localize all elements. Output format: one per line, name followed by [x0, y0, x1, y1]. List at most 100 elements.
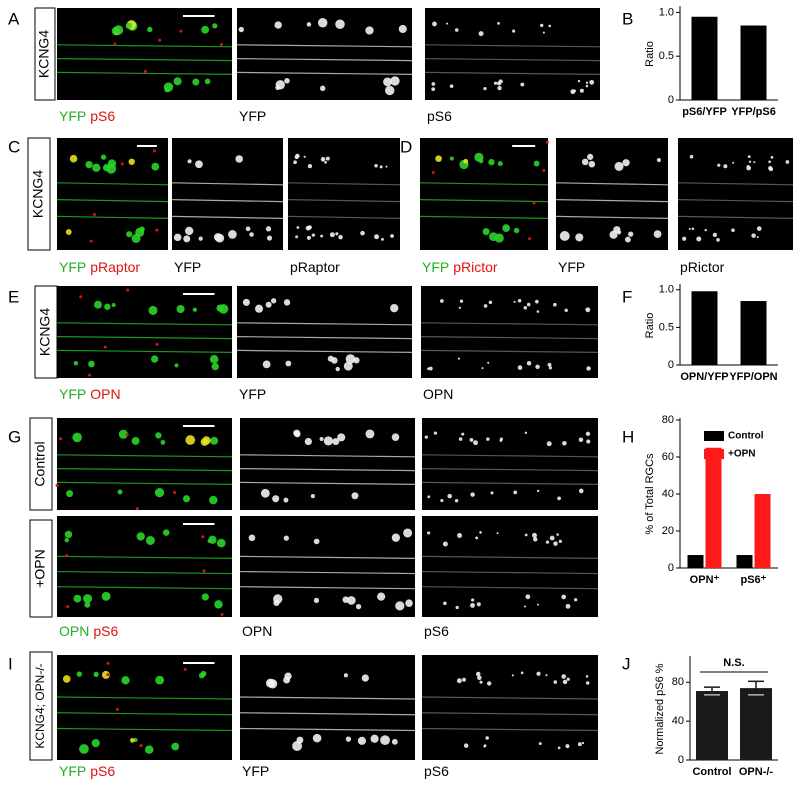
tissue-layer: [56, 454, 233, 458]
tissue-layer: [421, 555, 599, 559]
cell: [566, 677, 570, 681]
cell: [283, 299, 291, 306]
cell: [76, 671, 83, 677]
cell: [474, 152, 484, 162]
tissue-layer: [677, 182, 794, 186]
cell: [145, 535, 155, 545]
cell: [64, 538, 69, 543]
cell: [83, 594, 93, 604]
cell: [523, 306, 528, 310]
cell: [295, 235, 299, 239]
tissue-layer: [56, 586, 233, 590]
tissue-layer: [421, 696, 599, 700]
tissue-layer: [424, 58, 601, 62]
tissue-layer: [421, 586, 599, 590]
cell: [254, 304, 264, 313]
error-bar: [704, 686, 720, 696]
cell: [395, 601, 405, 611]
cell: [532, 532, 537, 538]
side-label-box: [29, 417, 53, 511]
cell: [126, 231, 133, 238]
x-tick-label: Control: [692, 766, 731, 778]
cell: [320, 157, 326, 162]
cell: [265, 301, 272, 308]
side-label: KCNG4: [36, 30, 52, 78]
cell: [377, 592, 386, 601]
cell: [113, 25, 124, 35]
red-dot: [66, 605, 70, 609]
cell: [283, 535, 290, 541]
cell: [513, 490, 518, 495]
cell: [540, 23, 544, 28]
cell: [385, 165, 388, 168]
cell: [489, 232, 498, 241]
cell: [483, 87, 487, 91]
cell: [380, 735, 390, 746]
cell: [577, 79, 581, 83]
cell: [561, 674, 567, 679]
caption: YFP pRaptor: [59, 259, 140, 275]
micrograph: [57, 516, 232, 617]
red-dot: [93, 212, 97, 216]
cell: [546, 441, 552, 447]
micrograph: [678, 138, 793, 250]
cell: [242, 298, 250, 306]
cell: [312, 733, 322, 743]
cell: [73, 360, 79, 366]
cell: [101, 670, 110, 679]
cell: [201, 593, 209, 601]
cell: [585, 307, 591, 313]
caption-word: pS6: [427, 108, 452, 124]
cell: [88, 360, 95, 368]
cell: [403, 528, 413, 538]
cell: [454, 499, 459, 503]
cell: [751, 233, 756, 238]
cell: [443, 601, 447, 606]
cell: [211, 362, 219, 371]
cell: [361, 674, 369, 682]
cell: [174, 363, 179, 368]
tissue-layer: [236, 322, 413, 326]
cell: [202, 436, 211, 445]
cell: [154, 487, 165, 498]
caption: YFP pS6: [59, 108, 115, 124]
cell: [332, 438, 340, 446]
cell: [490, 491, 494, 495]
side-label-box: [27, 137, 51, 251]
caption-word: YFP: [174, 259, 201, 275]
panel-label: E: [8, 287, 19, 306]
cell: [487, 361, 490, 364]
cell: [481, 367, 484, 370]
cell: [517, 298, 522, 303]
cell: [536, 671, 541, 676]
cell: [473, 440, 478, 446]
cell: [578, 437, 584, 443]
cell: [102, 163, 111, 172]
cell: [390, 304, 399, 313]
cell: [185, 435, 196, 445]
y-tick-label: 40: [662, 488, 674, 500]
cell: [357, 736, 366, 745]
cell: [144, 745, 154, 754]
panel-label: B: [622, 9, 633, 28]
tissue-layer: [421, 570, 599, 575]
annotation: N.S.: [723, 657, 744, 669]
side-label: KCNG4: [37, 308, 53, 356]
cell: [557, 746, 561, 750]
y-tick-label: 80: [672, 676, 684, 688]
cell: [520, 671, 524, 675]
cell: [462, 677, 466, 682]
tissue-layer: [677, 199, 794, 203]
tissue-layer: [56, 349, 233, 353]
cell: [128, 158, 135, 165]
cell: [454, 28, 459, 32]
tissue-layer: [239, 468, 416, 472]
caption: YFP OPN: [59, 386, 121, 402]
cell: [139, 226, 145, 232]
cell: [353, 357, 360, 364]
cell: [731, 228, 735, 232]
cell: [313, 538, 320, 545]
cell: [379, 165, 383, 169]
cell: [562, 679, 568, 685]
tissue-layer: [239, 555, 416, 559]
